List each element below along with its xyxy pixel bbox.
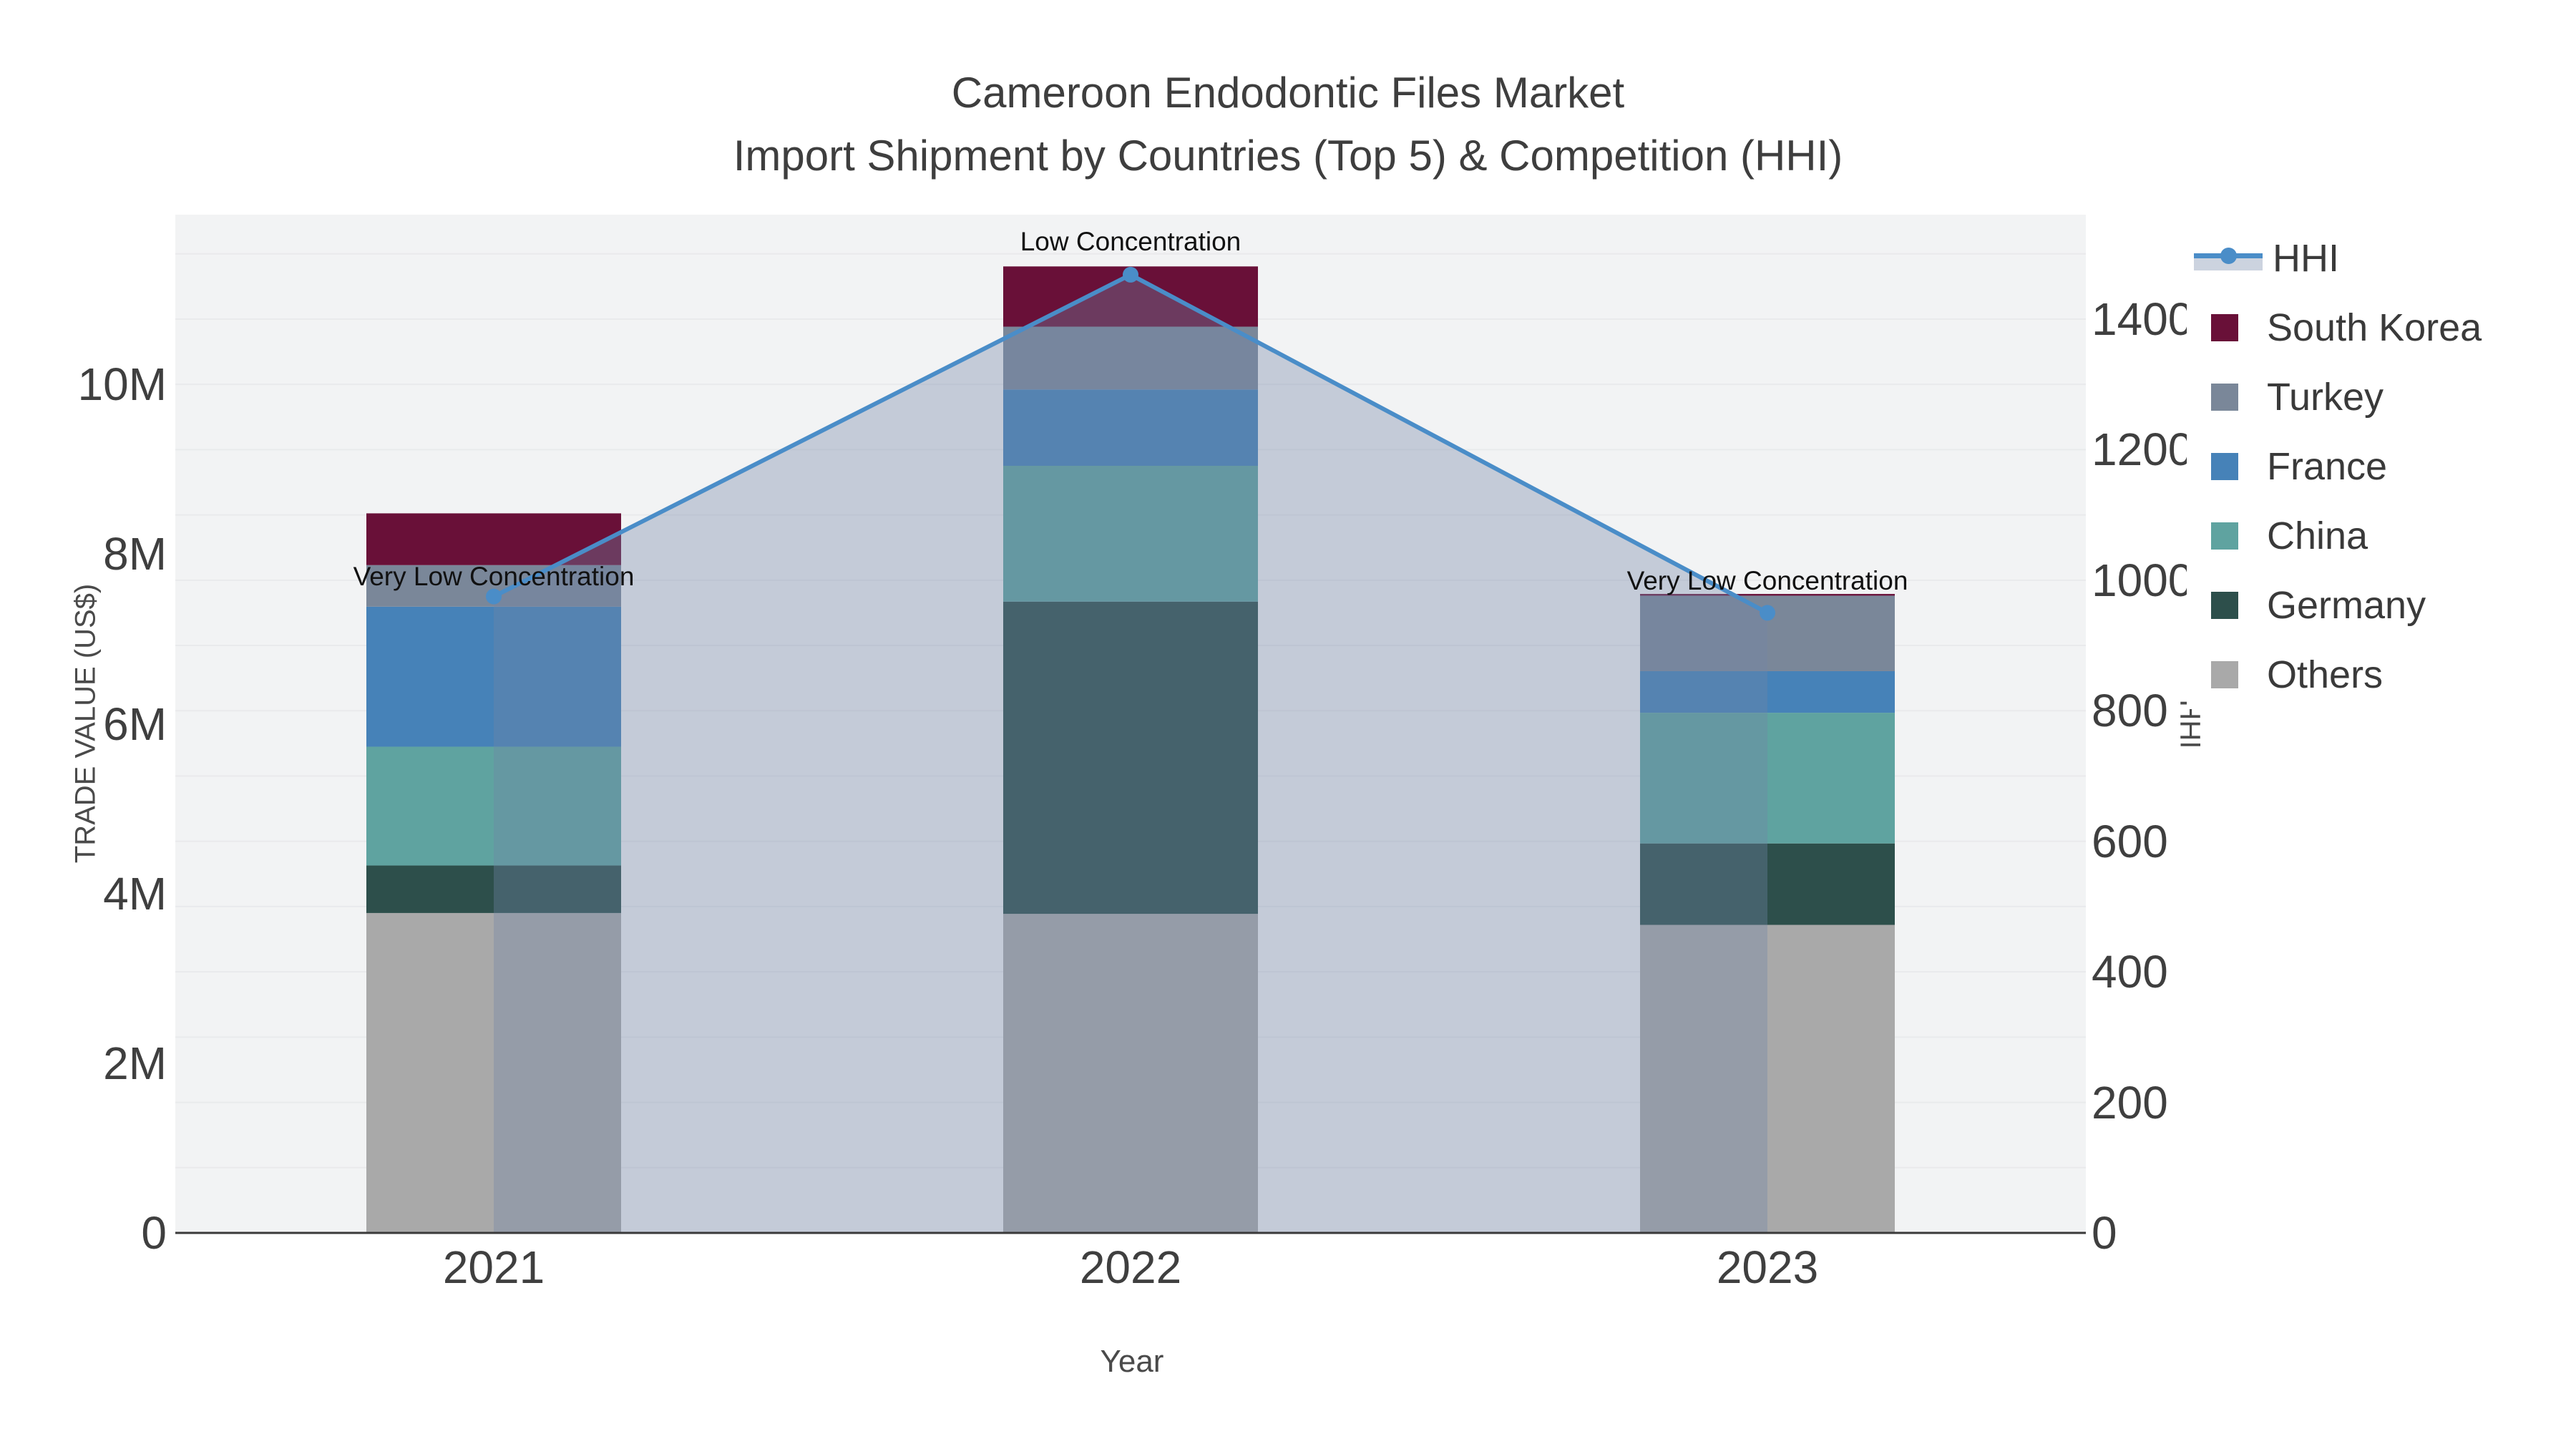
legend-label-hhi: HHI bbox=[2273, 236, 2339, 280]
legend-label-south-korea: South Korea bbox=[2267, 306, 2482, 349]
bar-segment-germany-2022[interactable] bbox=[1003, 601, 1258, 914]
legend-label-china: China bbox=[2267, 514, 2368, 557]
legend-label-others: Others bbox=[2267, 653, 2384, 696]
legend: HHI South Korea Turkey France China Germany Ot… bbox=[2187, 223, 2576, 709]
y-right-tick-0: 0 bbox=[2092, 1207, 2117, 1259]
annotation-very-low-concentration-2023: Very Low Concentration bbox=[1626, 566, 1908, 596]
legend-swatch-turkey bbox=[2211, 383, 2238, 411]
legend-item-hhi[interactable]: HHI bbox=[2187, 223, 2576, 293]
y-right-tick-1000: 1000 bbox=[2092, 554, 2194, 606]
y-left-tick-10M: 10M bbox=[77, 358, 167, 411]
legend-swatch-germany bbox=[2211, 591, 2238, 619]
hhi-area-fill bbox=[494, 274, 1767, 1233]
legend-swatch-france bbox=[2211, 452, 2238, 480]
y-right-tick-1400: 1400 bbox=[2092, 293, 2194, 345]
y-right-tick-200: 200 bbox=[2092, 1076, 2168, 1128]
legend-label-turkey: Turkey bbox=[2267, 375, 2384, 419]
legend-item-china[interactable]: China bbox=[2187, 501, 2576, 570]
bar-segment-turkey-2022[interactable] bbox=[1003, 326, 1258, 390]
legend-swatch-others bbox=[2211, 660, 2238, 688]
bar-segment-china-2022[interactable] bbox=[1003, 466, 1258, 602]
hhi-marker-2022[interactable] bbox=[1123, 266, 1138, 283]
y-left-tick-6M: 6M bbox=[103, 698, 167, 750]
x-tick-2021: 2021 bbox=[442, 1241, 545, 1293]
bar-segment-china-2023[interactable] bbox=[1640, 713, 1895, 844]
legend-item-turkey[interactable]: Turkey bbox=[2187, 362, 2576, 431]
y-right-tick-600: 600 bbox=[2092, 815, 2168, 867]
y-right-tick-400: 400 bbox=[2092, 946, 2168, 998]
y-right-tick-800: 800 bbox=[2092, 685, 2168, 737]
legend-item-south-korea[interactable]: South Korea bbox=[2187, 293, 2576, 362]
bar-segment-germany-2021[interactable] bbox=[366, 865, 621, 913]
y-left-tick-2M: 2M bbox=[103, 1037, 167, 1089]
chart-title: Cameroon Endodontic Files Market Import … bbox=[0, 62, 2576, 187]
bar-segment-south-korea-2023[interactable] bbox=[1640, 594, 1895, 596]
y-axis-title-left: TRADE VALUE (US$) bbox=[69, 583, 102, 864]
bar-segment-france-2023[interactable] bbox=[1640, 670, 1895, 713]
bar-segment-others-2023[interactable] bbox=[1640, 924, 1895, 1233]
y-left-tick-0: 0 bbox=[141, 1207, 167, 1259]
y-right-tick-1200: 1200 bbox=[2092, 424, 2194, 476]
y-left-tick-4M: 4M bbox=[103, 867, 167, 919]
hhi-marker-2021[interactable] bbox=[486, 588, 502, 605]
hhi-line-sample-icon bbox=[2194, 243, 2263, 274]
legend-item-others[interactable]: Others bbox=[2187, 640, 2576, 709]
chart-title-line2: Import Shipment by Countries (Top 5) & C… bbox=[733, 132, 1843, 180]
y-left-tick-8M: 8M bbox=[103, 528, 167, 580]
bar-segment-germany-2023[interactable] bbox=[1640, 843, 1895, 925]
x-tick-2022: 2022 bbox=[1079, 1241, 1182, 1293]
bar-segment-south-korea-2021[interactable] bbox=[366, 513, 621, 565]
legend-item-france[interactable]: France bbox=[2187, 431, 2576, 501]
legend-swatch-south-korea bbox=[2211, 313, 2238, 341]
bar-segment-china-2021[interactable] bbox=[366, 746, 621, 866]
bar-segment-france-2022[interactable] bbox=[1003, 389, 1258, 467]
hhi-marker-2023[interactable] bbox=[1760, 605, 1775, 621]
legend-label-france: France bbox=[2267, 444, 2388, 488]
bar-segment-others-2021[interactable] bbox=[366, 912, 621, 1233]
legend-item-germany[interactable]: Germany bbox=[2187, 570, 2576, 640]
legend-label-germany: Germany bbox=[2267, 583, 2426, 627]
chart-title-line1: Cameroon Endodontic Files Market bbox=[951, 69, 1625, 117]
annotation-very-low-concentration-2021: Very Low Concentration bbox=[353, 561, 635, 591]
bar-segment-france-2021[interactable] bbox=[366, 606, 621, 747]
bar-segment-others-2022[interactable] bbox=[1003, 914, 1258, 1233]
x-tick-2023: 2023 bbox=[1716, 1241, 1819, 1293]
x-axis-title: Year bbox=[1100, 1344, 1164, 1379]
legend-swatch-china bbox=[2211, 522, 2238, 550]
annotation-low-concentration-2022: Low Concentration bbox=[1020, 226, 1241, 256]
